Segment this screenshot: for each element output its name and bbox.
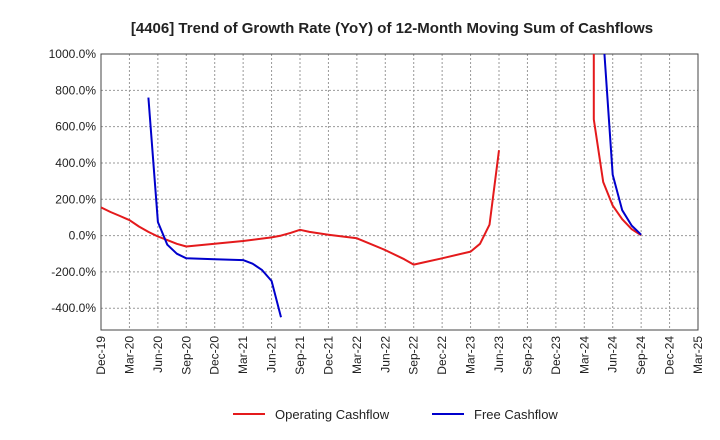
- y-tick-label: -200.0%: [51, 265, 96, 279]
- y-tick-label: 600.0%: [55, 120, 96, 134]
- series-line-operating-cashflow: [592, 54, 642, 237]
- series-lines: [101, 54, 642, 318]
- y-tick-label: 1000.0%: [49, 47, 97, 61]
- x-tick-label: Mar-23: [464, 336, 478, 374]
- x-tick-label: Dec-19: [94, 336, 108, 375]
- x-tick-label: Jun-24: [606, 336, 620, 373]
- grid: [100, 53, 699, 330]
- x-tick-label: Dec-21: [321, 336, 335, 375]
- x-tick-label: Sep-24: [634, 336, 648, 375]
- y-axis: 1000.0% 800.0% 600.0% 400.0% 200.0% 0.0% -200.…: [49, 47, 97, 315]
- x-tick-label: Dec-24: [663, 336, 677, 375]
- chart-title: [4406] Trend of Growth Rate (YoY) of 12-…: [131, 20, 653, 37]
- x-tick-label: Mar-25: [691, 336, 705, 374]
- x-tick-label: Sep-21: [293, 336, 307, 375]
- x-tick-label: Sep-22: [407, 336, 421, 375]
- x-tick-label: Sep-23: [520, 336, 534, 375]
- y-tick-label: -400.0%: [51, 301, 96, 315]
- x-tick-label: Jun-23: [492, 336, 506, 373]
- legend-label-operating-cashflow: Operating Cashflow: [275, 407, 390, 422]
- x-tick-label: Jun-20: [151, 336, 165, 373]
- y-tick-label: 200.0%: [55, 192, 96, 206]
- x-tick-label: Sep-20: [179, 336, 193, 375]
- series-line-operating-cashflow: [101, 150, 500, 266]
- x-tick-label: Dec-20: [208, 336, 222, 375]
- x-tick-label: Mar-21: [236, 336, 250, 374]
- plot-frame: [100, 53, 699, 331]
- x-tick-label: Mar-20: [122, 336, 136, 374]
- x-tick-label: Jun-22: [378, 336, 392, 373]
- x-axis: Dec-19 Mar-20 Jun-20 Sep-20 Dec-20 Mar-21 Jun-…: [94, 336, 705, 375]
- x-tick-label: Jun-21: [265, 336, 279, 373]
- y-tick-label: 800.0%: [55, 83, 96, 97]
- series-line-free-cashflow: [147, 97, 282, 318]
- x-tick-label: Mar-24: [577, 336, 591, 374]
- x-tick-label: Dec-22: [435, 336, 449, 375]
- legend-label-free-cashflow: Free Cashflow: [474, 407, 558, 422]
- y-tick-label: 0.0%: [69, 229, 97, 243]
- y-tick-label: 400.0%: [55, 156, 96, 170]
- x-tick-label: Mar-22: [350, 336, 364, 374]
- x-tick-label: Dec-23: [549, 336, 563, 375]
- legend: Operating Cashflow Free Cashflow: [233, 407, 558, 422]
- series-line-free-cashflow: [603, 54, 642, 236]
